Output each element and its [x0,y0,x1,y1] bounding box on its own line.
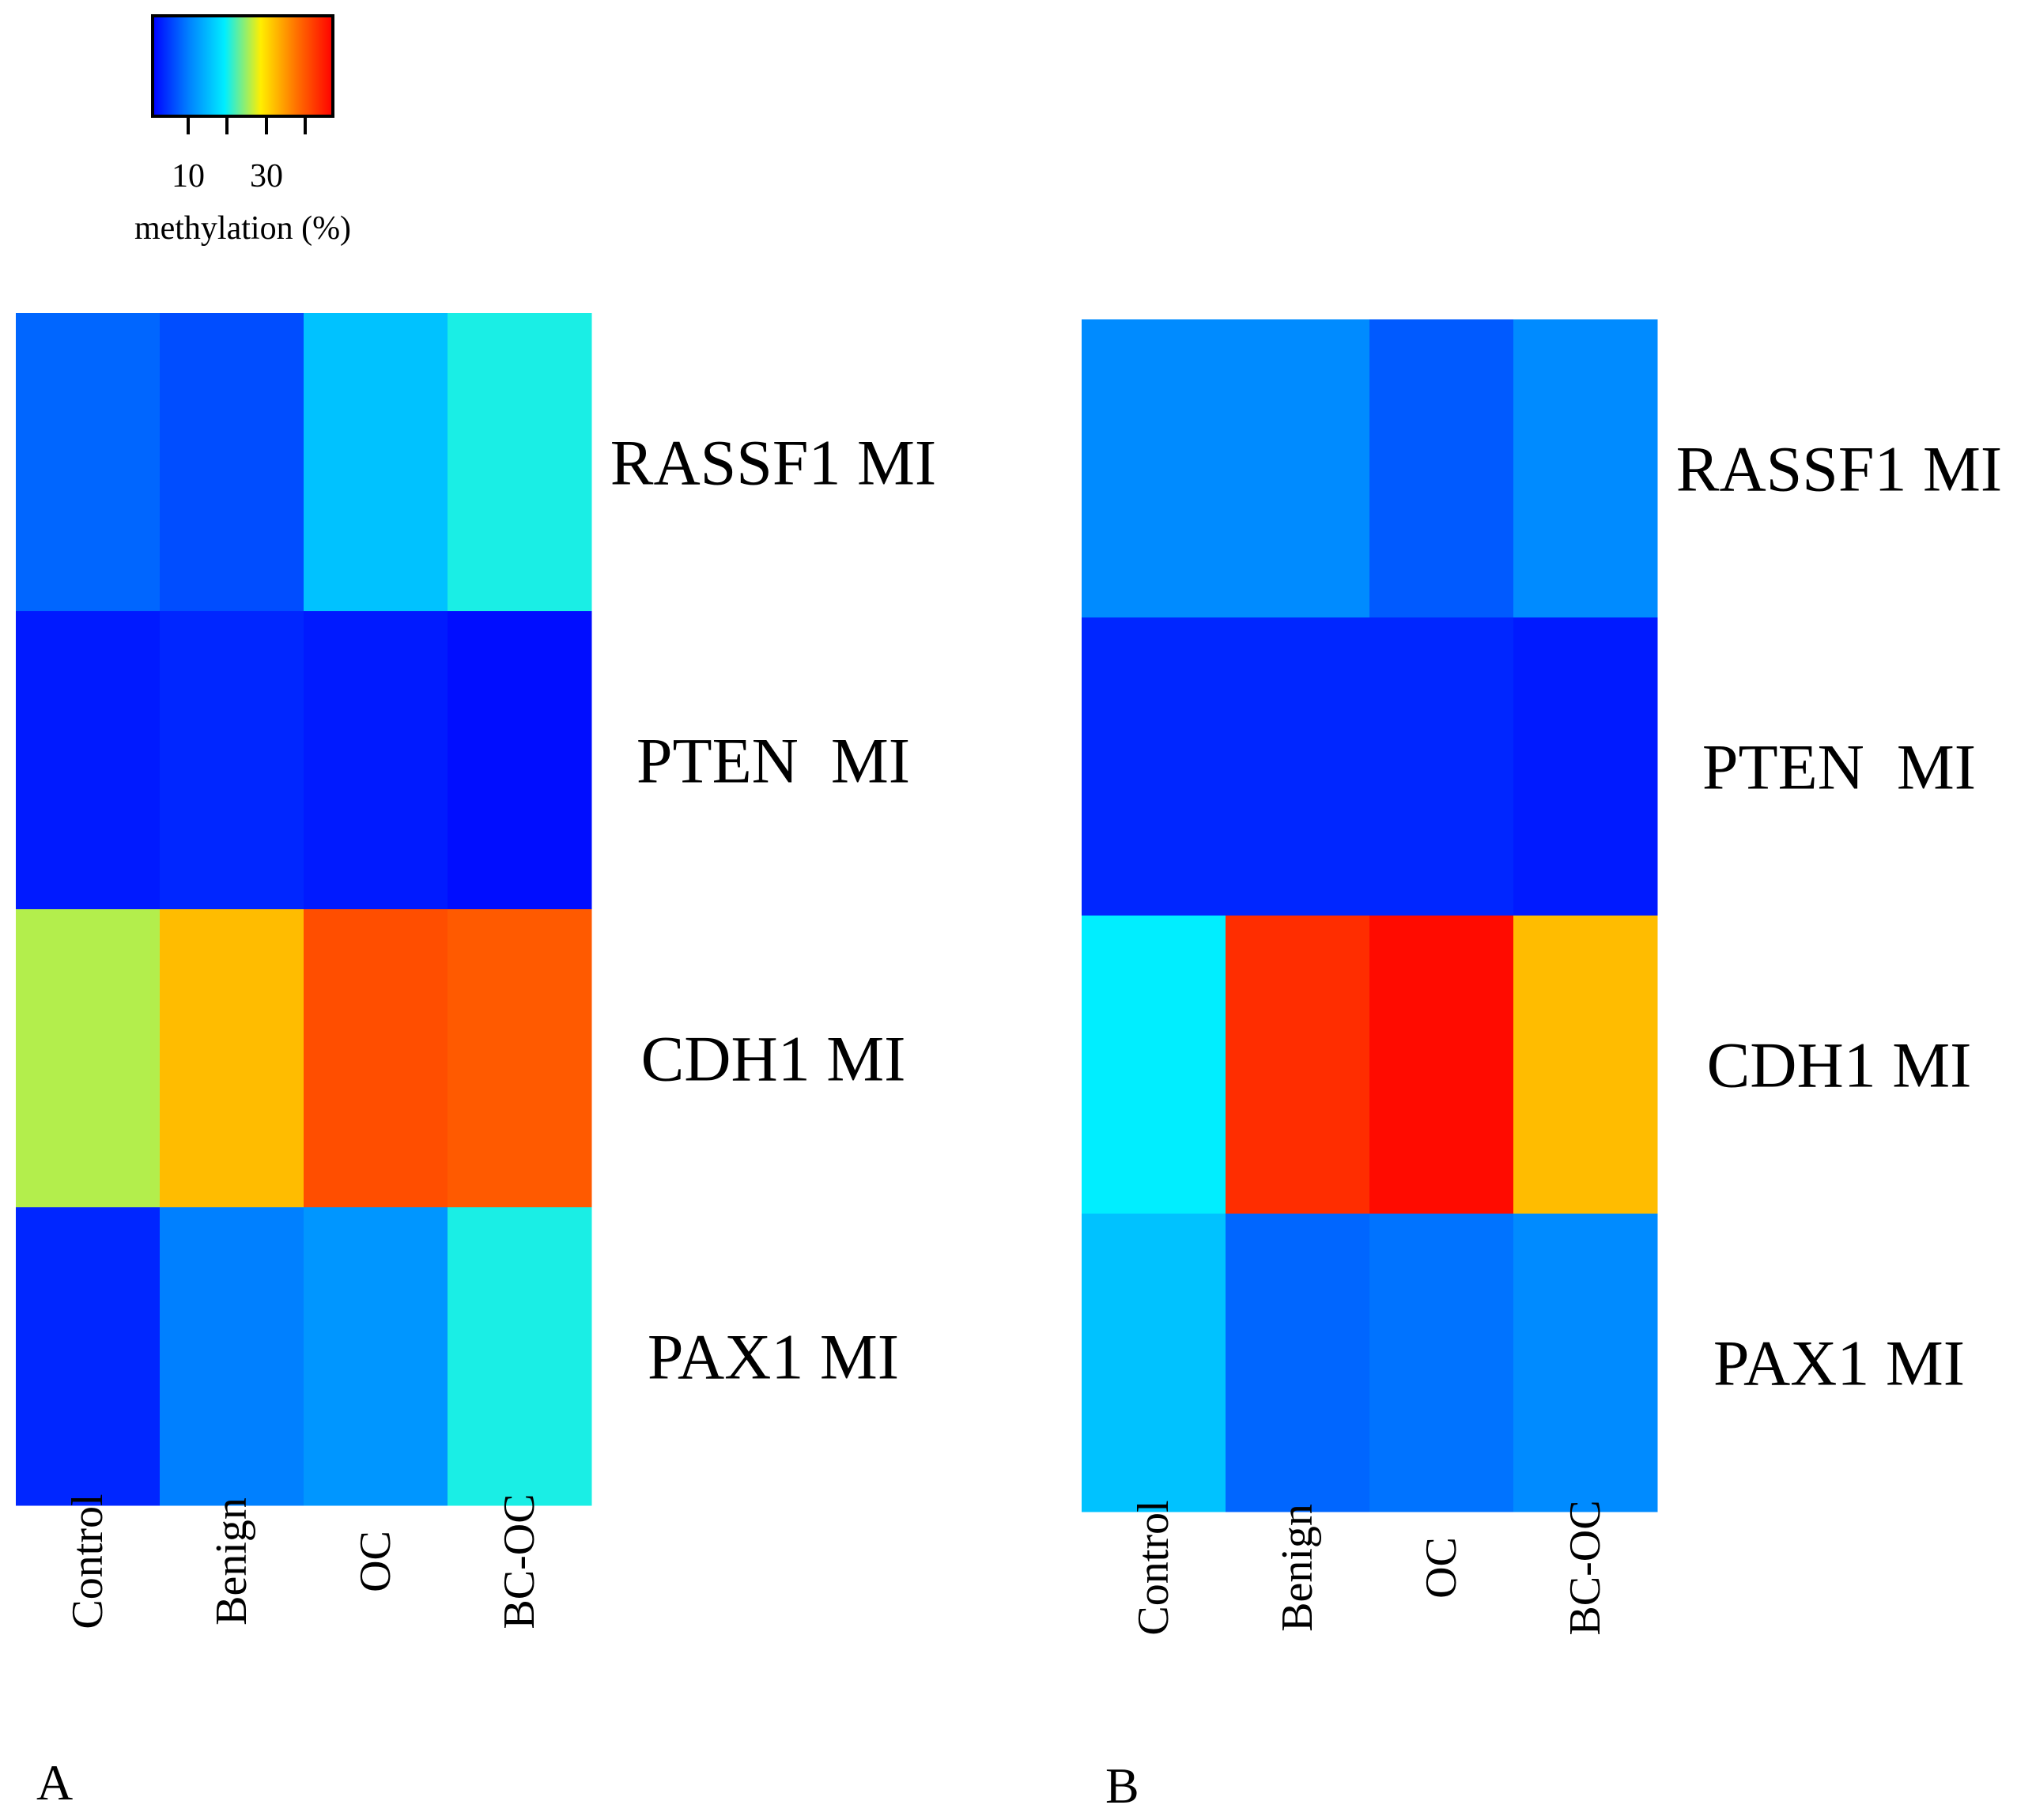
heatmap-cell [1082,617,1226,916]
row-label: PAX1 MI [648,1321,899,1393]
panel-label-b: B [1105,1758,1139,1814]
heatmap-cell [1369,319,1514,618]
heatmap-cell [16,611,161,910]
heatmap-cell [16,909,161,1208]
heatmap-cell [1226,617,1370,916]
heatmap-cell [1369,916,1514,1214]
heatmap-cell [304,611,448,910]
heatmap-cell [448,313,592,612]
column-label: BC-OC [1561,1500,1610,1635]
panel-label-a: A [36,1754,73,1811]
legend-title: methylation (%) [134,210,351,247]
legend-tick-label-10: 10 [172,158,205,194]
column-label: BC-OC [495,1493,544,1629]
heatmap-cell [1513,617,1658,916]
legend-colorbar [151,14,334,118]
row-label: RASSF1 MI [610,427,936,499]
heatmap-cell [1082,1214,1226,1512]
column-label: Benign [207,1497,256,1626]
heatmap-cell [304,909,448,1208]
heatmap-cell [1369,617,1514,916]
heatmap-cell [448,611,592,910]
column-label: OC [351,1531,400,1592]
heatmap-cell [16,1207,161,1506]
heatmap-cell [1082,916,1226,1214]
heatmap-cell [1369,1214,1514,1512]
column-label: OC [1417,1537,1466,1599]
row-label: PAX1 MI [1713,1327,1965,1399]
row-label: PTEN MI [636,725,910,797]
heatmap-cell [1226,916,1370,1214]
heatmap-cell [448,1207,592,1506]
row-label: CDH1 MI [1707,1029,1972,1101]
heatmap-panel-a: RASSF1 MI PTEN MI CDH1 MI PAX1 MI Control Ben… [16,313,936,1629]
row-label: RASSF1 MI [1676,433,2002,505]
heatmap-cell [160,313,304,612]
heatmap-cell [16,313,161,612]
column-label: Benign [1273,1504,1322,1632]
heatmap-cell [1513,916,1658,1214]
heatmap-cell [1513,319,1658,618]
heatmap-cell [160,611,304,910]
column-label: Control [63,1493,112,1629]
heatmap-cell [304,313,448,612]
heatmap-cell [160,909,304,1208]
heatmap-cell [1513,1214,1658,1512]
legend-tick-label-30: 30 [250,158,283,194]
row-label: PTEN MI [1702,731,1976,803]
row-label: CDH1 MI [641,1023,906,1095]
heatmap-cell [1226,319,1370,618]
heatmap-cell [1226,1214,1370,1512]
heatmap-cell [1082,319,1226,618]
heatmap-panel-b: RASSF1 MI PTEN MI CDH1 MI PAX1 MI Control Ben… [1082,319,2002,1636]
heatmap-cell [448,909,592,1208]
heatmap-cell [304,1207,448,1506]
heatmap-cell [160,1207,304,1506]
column-label: Control [1129,1500,1178,1635]
color-legend: 10 30 methylation (%) [134,14,351,247]
